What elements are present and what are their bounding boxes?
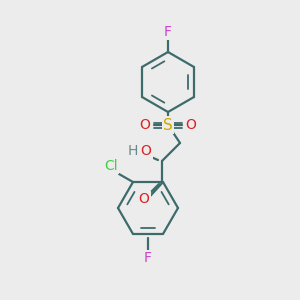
Text: O: O (139, 192, 149, 206)
Text: O: O (140, 118, 150, 132)
Text: F: F (144, 251, 152, 265)
Text: F: F (164, 25, 172, 39)
Text: S: S (163, 118, 173, 133)
Text: O: O (141, 144, 152, 158)
Text: O: O (186, 118, 196, 132)
Text: H: H (128, 144, 138, 158)
Text: Cl: Cl (104, 159, 118, 173)
